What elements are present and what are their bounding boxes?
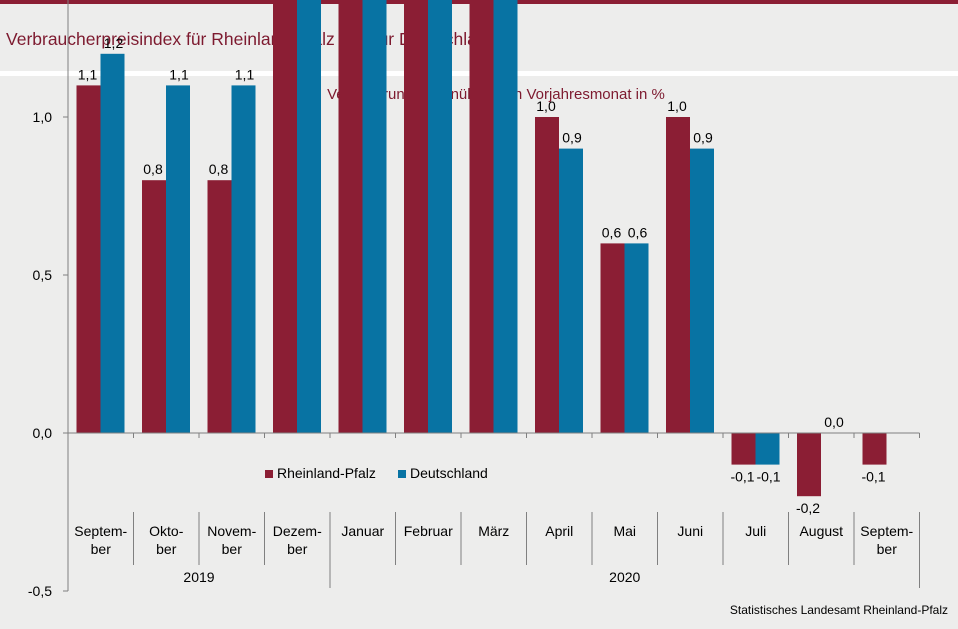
category-label-line2: ber — [222, 541, 243, 557]
data-label: 0,8 — [143, 161, 163, 177]
category-label: Juni — [677, 523, 703, 539]
bar-rheinland-pfalz — [862, 433, 887, 465]
bar-deutschland — [231, 85, 256, 434]
category-label: Februar — [404, 523, 453, 539]
bar-rheinland-pfalz — [797, 433, 821, 497]
bar-rheinland-pfalz — [469, 0, 494, 433]
year-label: 2019 — [183, 569, 214, 585]
bar-rheinland-pfalz — [404, 0, 428, 433]
bar-rheinland-pfalz — [731, 433, 756, 465]
bar-deutschland — [690, 148, 714, 433]
data-label: 1,1 — [169, 66, 189, 82]
bar-deutschland — [428, 0, 452, 434]
y-tick-label: -0,5 — [28, 583, 52, 599]
y-tick-label: 0,5 — [33, 267, 53, 283]
category-label: Dezem- — [273, 523, 322, 539]
category-label: Septem- — [74, 523, 127, 539]
source-note: Statistisches Landesamt Rheinland-Pfalz — [730, 603, 948, 617]
data-label: 1,0 — [536, 98, 556, 114]
y-tick-label: 0,0 — [33, 425, 53, 441]
bar-rheinland-pfalz — [207, 180, 232, 433]
data-label: 0,0 — [824, 414, 844, 430]
data-label: 1,1 — [235, 66, 255, 82]
category-label-line2: ber — [287, 541, 308, 557]
legend-label: Rheinland-Pfalz — [277, 465, 376, 481]
category-label: Septem- — [860, 523, 913, 539]
bar-deutschland — [559, 148, 583, 433]
data-label: 1,1 — [78, 66, 98, 82]
bar-deutschland — [166, 85, 190, 434]
data-label: 0,9 — [693, 130, 713, 146]
data-label: 1,2 — [104, 35, 124, 51]
category-label: Novem- — [207, 523, 256, 539]
bar-deutschland — [493, 0, 518, 433]
category-label: Juli — [745, 523, 766, 539]
data-label: 0,6 — [602, 224, 622, 240]
category-label-line2: ber — [877, 541, 898, 557]
legend-swatch — [265, 470, 273, 478]
category-label: August — [799, 523, 843, 539]
bar-deutschland — [297, 0, 321, 433]
bar-rheinland-pfalz — [76, 85, 101, 434]
bar-deutschland — [362, 0, 387, 434]
data-label: -0,1 — [861, 469, 885, 485]
bar-deutschland — [755, 433, 780, 465]
legend-label: Deutschland — [410, 465, 488, 481]
category-label: April — [545, 523, 573, 539]
category-label: März — [478, 523, 509, 539]
category-label-line2: ber — [156, 541, 177, 557]
data-label: 1,0 — [667, 98, 687, 114]
legend-swatch — [398, 470, 406, 478]
bar-deutschland — [624, 243, 649, 433]
bar-rheinland-pfalz — [600, 243, 625, 433]
bar-rheinland-pfalz — [666, 117, 690, 433]
y-tick-label: 1,0 — [33, 109, 53, 125]
category-label: Okto- — [149, 523, 184, 539]
data-label: 0,9 — [562, 130, 582, 146]
bar-rheinland-pfalz — [535, 117, 559, 433]
data-label: 0,6 — [628, 224, 648, 240]
bar-rheinland-pfalz — [273, 0, 297, 433]
bar-rheinland-pfalz — [338, 0, 363, 434]
data-label: 0,8 — [209, 161, 229, 177]
data-label: -0,1 — [756, 469, 780, 485]
category-label-line2: ber — [91, 541, 112, 557]
data-label: -0,1 — [730, 469, 754, 485]
data-label: -0,2 — [796, 500, 820, 516]
category-label: Januar — [341, 523, 384, 539]
bar-deutschland — [100, 53, 125, 434]
year-label: 2020 — [609, 569, 640, 585]
category-label: Mai — [613, 523, 636, 539]
bar-rheinland-pfalz — [142, 180, 166, 433]
